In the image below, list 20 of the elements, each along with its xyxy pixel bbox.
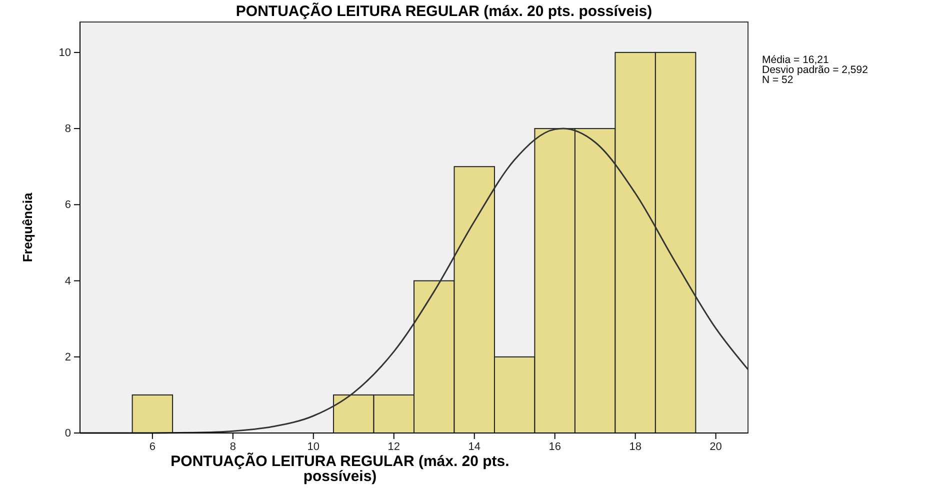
- x-tick-label: 8: [230, 440, 236, 453]
- x-tick-label: 20: [710, 440, 722, 453]
- x-tick-label: 6: [149, 440, 156, 453]
- x-tick-label: 10: [307, 440, 320, 453]
- text: Média = 16,21: [762, 54, 829, 66]
- text: Desvio padrão = 2,592: [762, 64, 868, 76]
- x-tick-label: 14: [468, 440, 480, 453]
- y-tick-label: 8: [64, 123, 71, 136]
- x-tick-label: 18: [629, 440, 642, 453]
- x-tick-label: 16: [548, 440, 561, 453]
- y-tick-label: 2: [64, 351, 71, 364]
- y-axis-title: Frequência: [20, 192, 35, 262]
- text: N = 52: [762, 74, 794, 86]
- y-tick-label: 4: [64, 275, 71, 288]
- x-tick-label: 12: [388, 440, 400, 453]
- y-tick-label: 6: [64, 199, 71, 212]
- y-tick-label: 0: [64, 428, 71, 440]
- chart-title: PONTUAÇÃO LEITURA REGULAR (máx. 20 pts. possíveis): [236, 2, 652, 20]
- x-axis-title: PONTUAÇÃO LEITURA REGULAR (máx. 20 pts. possíveis): [170, 452, 510, 485]
- y-tick-label: 10: [58, 46, 71, 59]
